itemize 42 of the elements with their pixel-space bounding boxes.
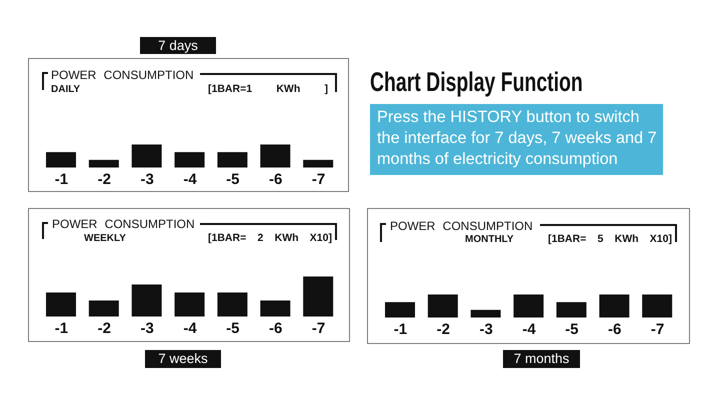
bar <box>260 300 290 316</box>
x-tick-label: -3 <box>140 171 154 188</box>
x-tick-label: -6 <box>269 320 282 338</box>
x-tick-label: -5 <box>226 320 240 338</box>
x-tick-label: -4 <box>183 171 198 188</box>
x-tick-label: -7 <box>312 320 326 338</box>
text: [1BAR=1 KWh ] <box>208 83 328 95</box>
chart-subtitle: MONTHLY <box>465 234 514 245</box>
chart-subtitle: WEEKLY <box>84 233 126 244</box>
bar <box>132 284 162 316</box>
bar <box>88 300 119 316</box>
x-tick-label: -1 <box>394 321 408 338</box>
x-tick-label: -6 <box>608 321 622 338</box>
chart-title: POWER CONSUMPTION <box>390 219 533 233</box>
bar <box>174 292 205 316</box>
x-tick-label: -2 <box>436 321 450 338</box>
x-tick-label: -3 <box>479 321 493 338</box>
text: Chart Display Function <box>370 66 583 98</box>
chart-title: POWER CONSUMPTION <box>52 217 195 231</box>
text: 7 days <box>140 37 216 54</box>
x-tick-label: -2 <box>98 320 111 338</box>
x-tick-label: -4 <box>522 321 536 338</box>
x-tick-label: -5 <box>226 171 240 188</box>
x-tick-label: -7 <box>312 171 326 188</box>
x-tick-label: -1 <box>54 171 68 188</box>
bar <box>303 276 334 316</box>
text: 7 weeks <box>145 350 221 368</box>
bar <box>46 292 76 316</box>
x-tick-label: -2 <box>98 171 111 188</box>
bar <box>217 292 248 316</box>
x-tick-label: -3 <box>140 320 154 338</box>
x-tick-label: -1 <box>54 320 68 338</box>
chart-subtitle: DAILY <box>51 84 80 95</box>
chart-title: POWER CONSUMPTION <box>51 68 194 82</box>
text: [1BAR= 2 KWh X10] <box>208 232 332 244</box>
text: Press the HISTORY button to switch the interface for 7 days, 7 weeks and 7 months of electricity consumption <box>370 104 663 175</box>
text: [1BAR= 5 KWh X10] <box>548 233 672 245</box>
text: 7 months <box>503 350 580 368</box>
x-tick-label: -4 <box>183 320 198 338</box>
x-tick-label: -5 <box>565 321 579 338</box>
x-tick-label: -6 <box>269 171 282 188</box>
x-tick-label: -7 <box>650 321 664 338</box>
